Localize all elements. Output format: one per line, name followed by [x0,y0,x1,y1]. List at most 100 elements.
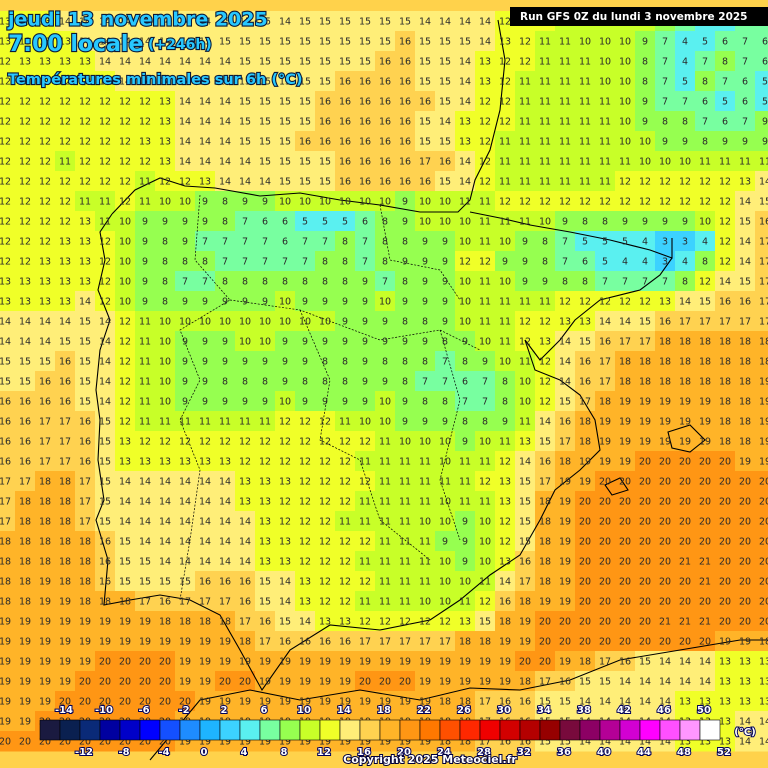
temperature-cell [635,31,656,52]
temperature-cell [655,31,676,52]
temperature-cell [295,11,316,32]
temperature-value: 13 [499,477,511,488]
temperature-value: 16 [339,117,351,128]
forecast-time: 7:00 locale [8,32,143,57]
temperature-value: 14 [279,577,291,588]
temperature-value: 14 [199,517,211,528]
temperature-value: 12 [499,537,511,548]
temperature-value: 11 [139,357,151,368]
temperature-value: 20 [679,477,691,488]
temperature-cell [215,51,236,72]
temperature-value: 13 [139,457,151,468]
temperature-value: 19 [79,657,91,668]
temperature-value: 12 [319,537,331,548]
temperature-value: 12 [359,437,371,448]
temperature-value: 14 [199,557,211,568]
temperature-value: 19 [559,497,571,508]
temperature-value: 12 [299,457,311,468]
temperature-value: 17 [439,637,451,648]
temperature-cell [335,11,356,32]
temperature-value: 11 [459,197,471,208]
temperature-value: 10 [379,417,391,428]
temperature-value: 11 [519,217,531,228]
temperature-cell [695,91,716,112]
temperature-value: 11 [419,497,431,508]
temperature-value: 18 [619,377,631,388]
temperature-cell [215,31,236,52]
temperature-value: 18 [39,497,51,508]
temperature-value: 12 [719,217,731,228]
temperature-value: 8 [602,217,608,228]
temperature-value: 20 [99,657,111,668]
temperature-value: 15 [99,417,111,428]
temperature-value: 20 [679,537,691,548]
temperature-cell [675,51,696,72]
temperature-value: 16 [759,217,768,228]
temperature-value: 20 [139,657,151,668]
temperature-value: 10 [619,37,631,48]
temperature-value: 11 [499,177,511,188]
temperature-value: 11 [559,177,571,188]
temperature-value: 20 [699,497,711,508]
temperature-value: 9 [382,337,388,348]
temperature-value: 12 [299,497,311,508]
temperature-value: 15 [99,437,111,448]
temperature-value: 16 [379,57,391,68]
temperature-value: 20 [739,577,751,588]
temperature-value: 13 [459,617,471,628]
temperature-value: 13 [739,697,751,708]
temperature-value: 12 [0,57,11,68]
legend-swatch [219,719,241,741]
temperature-cell [15,91,36,112]
temperature-value: 7 [462,397,468,408]
temperature-value: 12 [499,457,511,468]
temperature-value: 19 [419,677,431,688]
temperature-cell [335,51,356,72]
temperature-value: 11 [399,457,411,468]
temperature-value: 12 [499,17,511,28]
temperature-value: 19 [0,677,11,688]
temperature-value: 20 [639,457,651,468]
temperature-value: 15 [299,57,311,68]
temperature-value: 3 [662,257,668,268]
temperature-value: 13 [179,457,191,468]
legend-swatch [399,719,421,741]
temperature-value: 13 [739,657,751,668]
temperature-value: 10 [159,197,171,208]
temperature-value: 11 [399,537,411,548]
temperature-value: 11 [539,57,551,68]
temperature-value: 14 [159,537,171,548]
temperature-value: 7 [702,117,708,128]
temperature-value: 13 [739,677,751,688]
temperature-value: 8 [402,357,408,368]
temperature-cell [695,71,716,92]
temperature-value: 6 [762,37,768,48]
temperature-value: 16 [399,137,411,148]
temperature-value: 16 [339,637,351,648]
temperature-value: 15 [439,77,451,88]
temperature-cell [295,71,316,92]
temperature-value: 16 [319,97,331,108]
temperature-value: 14 [99,337,111,348]
temperature-value: 10 [399,437,411,448]
temperature-cell [495,71,516,92]
temperature-value: 20 [699,637,711,648]
temperature-value: 20 [679,597,691,608]
temperature-cell [235,91,256,112]
temperature-value: 14 [439,17,451,28]
temperature-cell [235,31,256,52]
legend-swatch [79,719,101,741]
temperature-value: 12 [39,157,51,168]
temperature-value: 14 [219,517,231,528]
temperature-value: 15 [419,57,431,68]
temperature-value: 15 [319,17,331,28]
temperature-value: 11 [499,217,511,228]
temperature-value: 14 [479,37,491,48]
temperature-value: 7 [662,277,668,288]
temperature-cell [435,31,456,52]
legend-tick-label: 18 [377,705,391,716]
temperature-value: 8 [482,417,488,428]
temperature-value: 16 [399,37,411,48]
temperature-value: 18 [19,517,31,528]
temperature-value: 14 [179,57,191,68]
